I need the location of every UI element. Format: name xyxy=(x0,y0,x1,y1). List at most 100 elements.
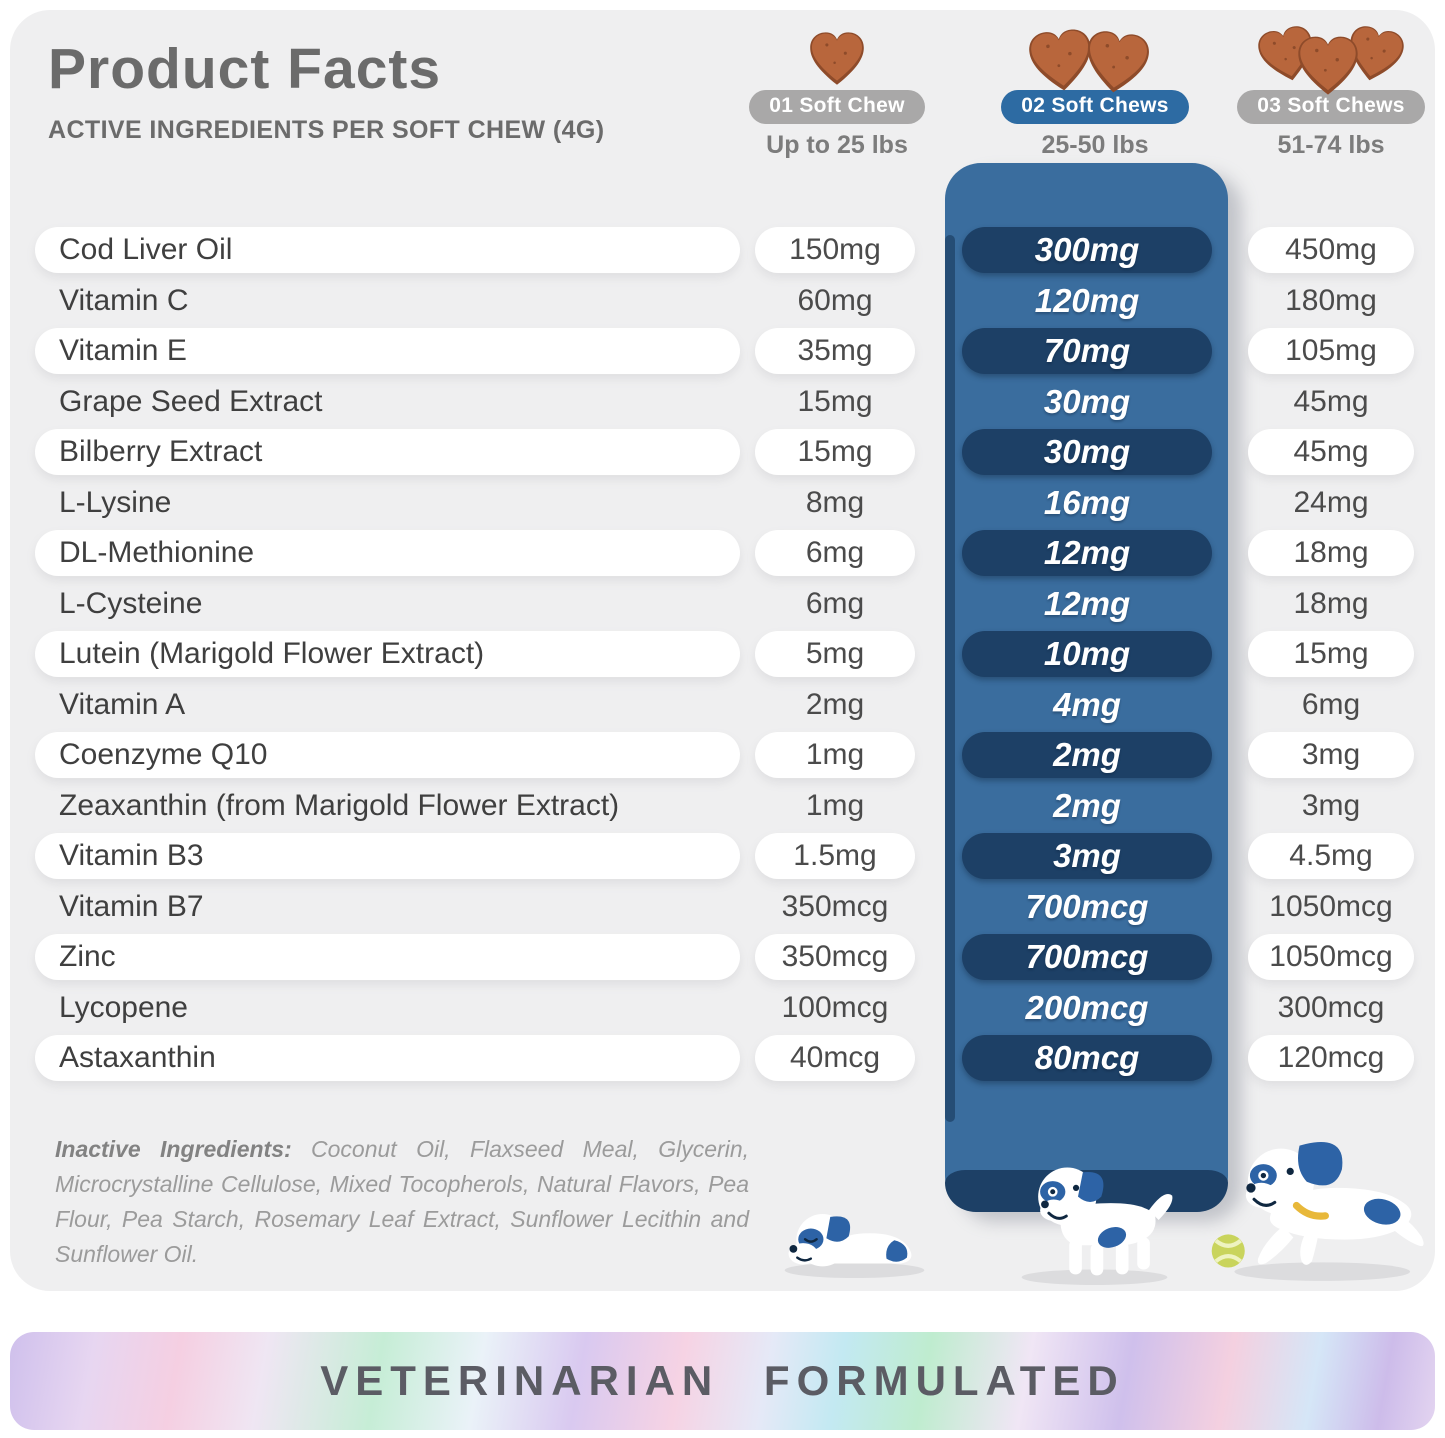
dose-2-chews: 700mcg xyxy=(962,934,1212,980)
dose-1-chew: 5mg xyxy=(755,631,915,677)
ingredient-row: Astaxanthin 40mcg 80mcg 120mcg xyxy=(10,1035,1435,1081)
dose-1-chew: 150mg xyxy=(755,227,915,273)
dose-3-chews: 45mg xyxy=(1248,429,1414,475)
dose-3-chews: 18mg xyxy=(1293,586,1369,620)
dose-1-chew: 1.5mg xyxy=(755,833,915,879)
ingredient-row: L-Cysteine 6mg 12mg 18mg xyxy=(10,581,1435,627)
ingredient-name: L-Cysteine xyxy=(59,586,203,620)
dose-1-chew: 6mg xyxy=(755,530,915,576)
dose-column-header-1: 01 Soft Chew Up to 25 lbs xyxy=(707,10,967,160)
dose-2-chews: 12mg xyxy=(962,530,1212,576)
dose-2-chews: 16mg xyxy=(1043,483,1131,521)
inactive-ingredients-label: Inactive Ingredients: xyxy=(55,1136,292,1162)
dose-1-chew: 35mg xyxy=(755,328,915,374)
inactive-ingredients: Inactive Ingredients: Coconut Oil, Flaxs… xyxy=(55,1132,749,1272)
ingredient-name: Bilberry Extract xyxy=(35,429,740,475)
ingredient-row: Cod Liver Oil 150mg 300mg 450mg xyxy=(10,227,1435,273)
footer-banner-text: VETERINARIAN FORMULATED xyxy=(320,1357,1125,1404)
ingredient-name: Grape Seed Extract xyxy=(59,384,323,418)
dose-2-chews: 120mg xyxy=(1034,281,1140,319)
dose-2-chews: 200mcg xyxy=(1025,988,1149,1026)
ingredient-name: Astaxanthin xyxy=(35,1035,740,1081)
ingredient-name: Vitamin B7 xyxy=(59,889,204,923)
dose-2-chews: 30mg xyxy=(1043,382,1131,420)
product-facts-card: Product Facts ACTIVE INGREDIENTS PER SOF… xyxy=(10,10,1435,1291)
ingredient-row: Zeaxanthin (from Marigold Flower Extract… xyxy=(10,783,1435,829)
weight-range-label: 51-74 lbs xyxy=(1277,131,1385,159)
title-block: Product Facts ACTIVE INGREDIENTS PER SOF… xyxy=(48,36,605,145)
page-subtitle: ACTIVE INGREDIENTS PER SOFT CHEW (4G) xyxy=(48,116,605,144)
dose-3-chews: 3mg xyxy=(1301,788,1361,822)
dose-1-chew: 6mg xyxy=(805,586,865,620)
ingredient-name: Zinc xyxy=(35,934,740,980)
ingredient-name: Vitamin E xyxy=(35,328,740,374)
dose-1-chew: 1mg xyxy=(805,788,865,822)
ingredients-table: Cod Liver Oil 150mg 300mg 450mg Vitamin C 60m… xyxy=(10,10,1435,1291)
ingredient-name: Vitamin C xyxy=(59,283,189,317)
dose-3-chews: 3mg xyxy=(1248,732,1414,778)
ingredient-row: Coenzyme Q10 1mg 2mg 3mg xyxy=(10,732,1435,778)
dose-2-chews: 30mg xyxy=(962,429,1212,475)
chew-count-badge: 03 Soft Chews xyxy=(1237,90,1425,124)
ingredient-name: L-Lysine xyxy=(59,485,172,519)
dose-2-chews: 4mg xyxy=(1053,685,1121,723)
ingredient-row: Vitamin A 2mg 4mg 6mg xyxy=(10,682,1435,728)
dose-3-chews: 45mg xyxy=(1293,384,1369,418)
inactive-ingredients-text: Coconut Oil, Flaxseed Meal, Glycerin, Mi… xyxy=(55,1136,749,1267)
puppy-lying-icon xyxy=(784,1214,925,1279)
chew-count-badge: 01 Soft Chew xyxy=(749,90,925,124)
ingredient-name: Vitamin A xyxy=(59,687,186,721)
dose-1-chew: 2mg xyxy=(805,687,865,721)
ingredient-name: DL-Methionine xyxy=(35,530,740,576)
chew-count-badge: 02 Soft Chews xyxy=(1001,90,1189,124)
page-title: Product Facts xyxy=(48,37,442,101)
ingredient-row: Lycopene 100mcg 200mcg 300mcg xyxy=(10,985,1435,1031)
dose-3-chews: 4.5mg xyxy=(1248,833,1414,879)
dose-3-chews: 105mg xyxy=(1248,328,1414,374)
dose-2-chews: 2mg xyxy=(962,732,1212,778)
ingredient-row: Grape Seed Extract 15mg 30mg 45mg xyxy=(10,379,1435,425)
ingredient-row: Bilberry Extract 15mg 30mg 45mg xyxy=(10,429,1435,475)
dose-column-header-2: 02 Soft Chews 25-50 lbs xyxy=(965,10,1225,160)
dose-3-chews: 15mg xyxy=(1248,631,1414,677)
ingredient-name: Cod Liver Oil xyxy=(35,227,740,273)
ingredient-row: Zinc 350mcg 700mcg 1050mcg xyxy=(10,934,1435,980)
dose-1-chew: 40mcg xyxy=(755,1035,915,1081)
ingredient-row: Vitamin B7 350mcg 700mcg 1050mcg xyxy=(10,884,1435,930)
dose-3-chews: 1050mcg xyxy=(1248,934,1414,980)
dose-column-header-3: 03 Soft Chews 51-74 lbs xyxy=(1201,10,1445,160)
dose-1-chew: 60mg xyxy=(797,283,873,317)
ingredient-row: L-Lysine 8mg 16mg 24mg xyxy=(10,480,1435,526)
dose-1-chew: 1mg xyxy=(755,732,915,778)
ingredient-name: Coenzyme Q10 xyxy=(35,732,740,778)
dose-1-chew: 100mcg xyxy=(781,990,889,1024)
ingredient-row: Vitamin C 60mg 120mg 180mg xyxy=(10,278,1435,324)
dose-2-chews: 3mg xyxy=(962,833,1212,879)
ingredient-name: Lycopene xyxy=(59,990,188,1024)
ingredient-name: Lutein (Marigold Flower Extract) xyxy=(35,631,740,677)
ingredient-row: Vitamin B3 1.5mg 3mg 4.5mg xyxy=(10,833,1435,879)
dose-2-chews: 70mg xyxy=(962,328,1212,374)
dose-3-chews: 300mcg xyxy=(1277,990,1385,1024)
dose-2-chews: 12mg xyxy=(1043,584,1131,622)
ingredient-row: DL-Methionine 6mg 12mg 18mg xyxy=(10,530,1435,576)
dose-2-chews: 10mg xyxy=(962,631,1212,677)
dose-3-chews: 120mcg xyxy=(1248,1035,1414,1081)
dose-2-chews: 2mg xyxy=(1053,786,1121,824)
dose-3-chews: 18mg xyxy=(1248,530,1414,576)
ingredient-name: Vitamin B3 xyxy=(35,833,740,879)
footer-banner: VETERINARIAN FORMULATED xyxy=(10,1332,1435,1430)
dose-3-chews: 180mg xyxy=(1285,283,1377,317)
ingredient-row: Lutein (Marigold Flower Extract) 5mg 10mg 1… xyxy=(10,631,1435,677)
dose-1-chew: 15mg xyxy=(755,429,915,475)
dose-3-chews: 1050mcg xyxy=(1269,889,1393,923)
weight-range-label: Up to 25 lbs xyxy=(766,131,908,159)
dog-running-ball-icon xyxy=(1211,1142,1424,1281)
dose-1-chew: 350mcg xyxy=(781,889,889,923)
dose-2-chews: 700mcg xyxy=(1025,887,1149,925)
dose-1-chew: 15mg xyxy=(797,384,873,418)
dose-2-chews: 80mcg xyxy=(962,1035,1212,1081)
dose-3-chews: 24mg xyxy=(1293,485,1369,519)
weight-range-label: 25-50 lbs xyxy=(1041,131,1149,159)
